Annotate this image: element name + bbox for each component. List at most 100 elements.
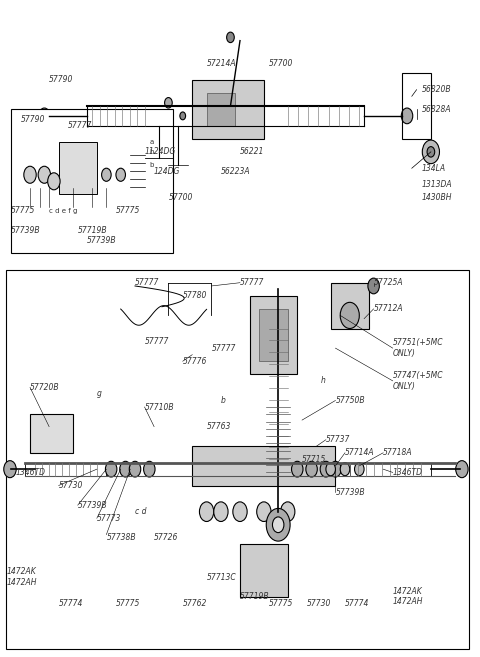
Bar [206,93,235,125]
Text: 57710B: 57710B [144,403,174,411]
Text: 57777: 57777 [211,344,236,353]
Bar [250,296,297,374]
Circle shape [326,463,336,476]
Text: 56820B: 56820B [421,85,451,94]
Text: 57720B: 57720B [30,383,60,392]
Text: 57730: 57730 [307,599,331,608]
Text: 57762: 57762 [183,599,207,608]
Circle shape [340,302,360,328]
Text: 56223A: 56223A [221,167,251,176]
Text: 57777: 57777 [144,337,169,346]
Text: 57739B: 57739B [87,236,117,244]
Circle shape [38,108,50,124]
Text: 57713C: 57713C [206,573,236,581]
Text: 57718A: 57718A [383,448,413,457]
Text: b: b [221,396,226,405]
Text: 57790: 57790 [49,76,73,84]
Text: 57739B: 57739B [78,501,108,510]
Text: 56221: 56221 [240,147,264,156]
Circle shape [180,112,186,120]
Circle shape [401,108,413,124]
Bar [30,413,73,453]
Text: h: h [321,376,326,386]
Text: 57739B: 57739B [11,226,40,235]
Circle shape [214,502,228,522]
Text: h: h [149,149,154,155]
Circle shape [165,97,172,108]
Circle shape [106,461,117,477]
Text: 57750B: 57750B [336,396,365,405]
Text: 57777: 57777 [135,278,159,287]
Circle shape [129,461,141,477]
Text: 57719B: 57719B [78,226,108,235]
Text: 57775: 57775 [269,599,293,608]
Text: 57751(+5MC
ONLY): 57751(+5MC ONLY) [393,338,444,358]
Circle shape [330,461,341,477]
Text: 1430BH: 1430BH [421,193,452,202]
Text: 57775: 57775 [11,206,36,215]
Text: 57747(+5MC
ONLY): 57747(+5MC ONLY) [393,371,444,390]
Text: 57790: 57790 [21,115,45,124]
Circle shape [355,463,364,476]
Circle shape [227,32,234,43]
Bar [25,463,107,476]
Text: 57715: 57715 [302,455,326,464]
Text: 57780: 57780 [183,291,207,300]
Text: 124DG: 124DG [154,167,180,176]
Circle shape [48,173,60,190]
Circle shape [38,166,50,183]
Circle shape [120,461,131,477]
Text: g: g [97,390,102,398]
Circle shape [199,502,214,522]
Circle shape [257,502,271,522]
Text: b: b [149,162,154,168]
Text: 56828A: 56828A [421,105,451,114]
Text: 57214A: 57214A [206,59,236,68]
Text: c d e f g: c d e f g [49,208,77,214]
Circle shape [4,461,16,478]
Bar [402,74,431,139]
Text: 57775: 57775 [116,206,140,215]
Circle shape [456,461,468,478]
Bar [192,446,336,486]
Text: 57700: 57700 [168,193,193,202]
Text: 1313DA: 1313DA [421,180,452,189]
Text: 134LA: 134LA [421,164,445,173]
Bar [259,309,288,361]
Circle shape [320,461,332,477]
Circle shape [427,147,435,157]
Text: 1346TD: 1346TD [393,468,423,477]
Text: 1346TD: 1346TD [16,468,46,477]
Circle shape [144,461,155,477]
Circle shape [102,168,111,181]
Bar [59,142,97,194]
Text: 57738B: 57738B [107,533,136,542]
Bar [240,545,288,597]
Circle shape [281,502,295,522]
Text: 57777: 57777 [68,121,93,130]
Text: c d: c d [135,507,146,516]
Bar [331,283,369,328]
Text: 57712A: 57712A [373,304,403,313]
Bar [11,109,173,253]
Text: 1124DG: 1124DG [144,147,176,156]
Text: 57763: 57763 [206,422,231,431]
Circle shape [233,502,247,522]
Circle shape [422,140,440,164]
Bar [192,80,264,139]
Circle shape [368,278,379,294]
Text: a: a [149,139,154,145]
Text: 1472AK
1472AH: 1472AK 1472AH [6,568,36,587]
Bar [350,463,431,476]
Text: 57777: 57777 [240,278,264,287]
Text: 57714A: 57714A [345,448,374,457]
Text: 57737: 57737 [326,435,350,444]
Text: 57775: 57775 [116,599,140,608]
Text: 57700: 57700 [269,59,293,68]
Text: 57774: 57774 [59,599,83,608]
Text: 57730: 57730 [59,481,83,490]
Text: 57776: 57776 [183,357,207,366]
Text: 57726: 57726 [154,533,179,542]
Circle shape [116,168,125,181]
Circle shape [24,166,36,183]
